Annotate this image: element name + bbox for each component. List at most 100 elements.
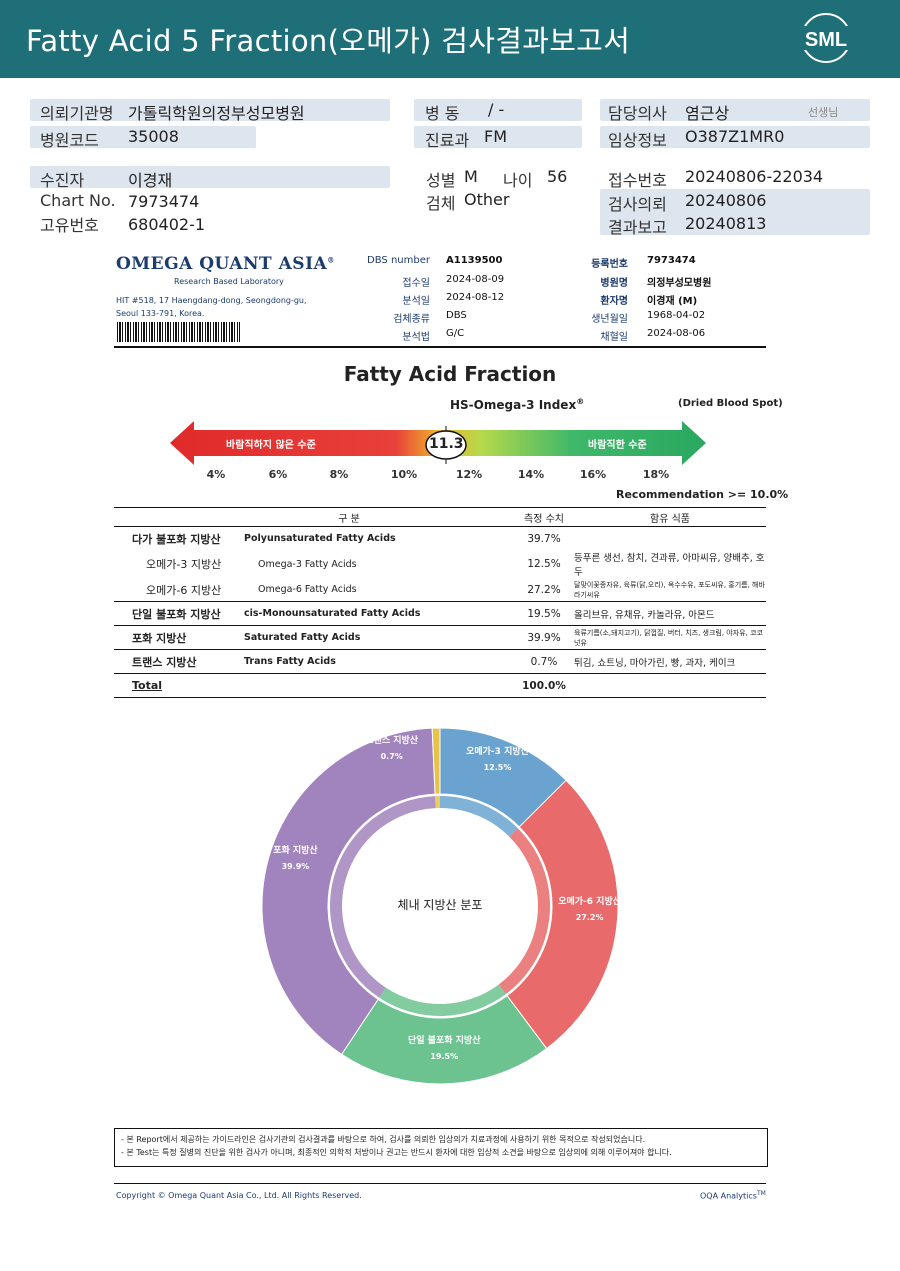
recv-label: 접수일 xyxy=(402,278,430,289)
index-tick: 10% xyxy=(390,468,418,481)
index-label: HS-Omega-3 Index® xyxy=(450,397,585,412)
logo-text: SML xyxy=(805,29,847,51)
total-value: 100.0% xyxy=(514,673,574,698)
index-tick: 12% xyxy=(455,468,483,481)
index-tick: 6% xyxy=(268,468,288,481)
draw-value: 2024-08-06 xyxy=(647,328,706,339)
donut-slice xyxy=(261,727,436,1056)
sex-label: 성별 xyxy=(426,171,456,190)
donut-inner-slice xyxy=(435,796,440,809)
code-value: 35008 xyxy=(128,127,179,146)
recommendation: Recommendation >= 10.0% xyxy=(616,488,789,501)
fraction-title: Fatty Acid Fraction xyxy=(343,362,557,386)
pt-value: 이경재 (M) xyxy=(647,296,698,307)
doctor-suffix: 선생님 xyxy=(808,106,839,119)
col-food: 함유 식품 xyxy=(574,507,766,527)
donut-inner-slice xyxy=(440,796,518,837)
table-header: 구 분 측정 수치 함유 식품 xyxy=(114,507,766,527)
disclaimer-2: - 본 Test는 특정 질병의 진단을 위한 검사가 아니며, 최종적인 의학… xyxy=(121,1148,672,1157)
donut-label-name: 트랜스 지방산 xyxy=(365,736,419,747)
row-value: 39.9% xyxy=(514,625,574,650)
specimen-label: 검체 xyxy=(426,194,456,213)
good-level-label: 바람직한 수준 xyxy=(588,440,647,451)
chart-label: Chart No. xyxy=(40,191,116,210)
method-value: G/C xyxy=(446,328,465,339)
chart-value: 7973474 xyxy=(128,192,200,211)
index-marker: 11.3 xyxy=(424,426,468,464)
donut-label: 포화 지방산 39.9% xyxy=(255,844,335,874)
inst-box xyxy=(30,99,390,121)
dbs-value: A1139500 xyxy=(446,255,503,266)
inst-label: 의뢰기관명 xyxy=(40,104,114,123)
clinical-box xyxy=(600,126,870,148)
row-category-ko: 오메가-3 지방산 xyxy=(146,558,222,571)
row-value: 19.5% xyxy=(514,601,574,626)
donut-title: 체내 지방산 분포 xyxy=(397,898,483,912)
index-tick: 14% xyxy=(517,468,545,481)
row-value: 12.5% xyxy=(527,558,561,570)
dept-box xyxy=(414,126,582,148)
donut-inner-slice xyxy=(498,828,550,995)
table-row: 다가 불포화 지방산 Polyunsaturated Fatty Acids 39.… xyxy=(114,526,766,550)
dept-value: FM xyxy=(484,127,508,146)
donut-inner-slice xyxy=(379,984,506,1016)
uid-label: 고유번호 xyxy=(40,216,99,235)
row-food: 육류기름(소,돼지고기), 닭껍질, 버터, 치즈, 생크림, 야자유, 코코넛… xyxy=(574,625,766,650)
anal-value: 2024-08-12 xyxy=(446,292,505,303)
recv-value: 2024-08-09 xyxy=(446,274,505,285)
doctor-value: 염근상 xyxy=(685,104,730,123)
ward-box xyxy=(414,99,582,121)
index-value: 11.3 xyxy=(428,436,464,452)
draw-label: 채혈일 xyxy=(600,332,628,343)
row-value: 39.7% xyxy=(514,526,574,550)
fatty-acid-donut-chart xyxy=(261,727,619,1085)
regno-value: 7973474 xyxy=(647,255,696,266)
age-label: 나이 xyxy=(503,171,533,190)
patient-box xyxy=(30,166,390,188)
footer-rule xyxy=(114,1183,766,1184)
ward-label: 병 동 xyxy=(425,104,460,123)
type-value: DBS xyxy=(446,310,467,321)
oqa-subtitle: Research Based Laboratory xyxy=(174,277,284,286)
dob-value: 1968-04-02 xyxy=(647,310,706,321)
donut-label-name: 포화 지방산 xyxy=(273,845,318,856)
table-row: 오메가-3 지방산 Omega-3 Fatty Acids 12.5% 등푸른 생선,… xyxy=(114,550,766,578)
doctor-label: 담당의사 xyxy=(608,104,667,123)
method-label: 분석법 xyxy=(402,332,430,343)
disclaimer-box: - 본 Report에서 제공하는 가이드라인은 검사기관의 검사결과를 바탕으… xyxy=(114,1128,768,1167)
row-value: 0.7% xyxy=(514,649,574,674)
donut-label-value: 0.7% xyxy=(380,752,403,762)
table-total-row: Total 100.0% xyxy=(114,673,766,698)
regno-label: 등록번호 xyxy=(591,259,628,270)
index-tick: 8% xyxy=(329,468,349,481)
donut-label-name: 오메가-3 지방산 xyxy=(466,747,529,758)
row-category-en: Omega-6 Fatty Acids xyxy=(258,584,357,595)
dbs-label: DBS number xyxy=(367,255,430,266)
dept-label: 진료과 xyxy=(425,131,470,150)
row-category-ko: 트랜스 지방산 xyxy=(114,649,244,674)
row-category-ko: 포화 지방산 xyxy=(114,625,244,650)
row-category-en: Polyunsaturated Fatty Acids xyxy=(244,526,514,550)
table-row: 포화 지방산 Saturated Fatty Acids 39.9% 육류기름(소,돼… xyxy=(114,625,766,650)
disclaimer-1: - 본 Report에서 제공하는 가이드라인은 검사기관의 검사결과를 바탕으… xyxy=(121,1135,646,1144)
table-row: 오메가-6 지방산 Omega-6 Fatty Acids 27.2% 달맞이꽃종자유… xyxy=(114,578,766,602)
dob-label: 생년월일 xyxy=(591,314,628,325)
donut-slice xyxy=(506,779,619,1050)
row-food: 달맞이꽃종자유, 육류(닭,오리), 옥수수유, 포도씨유, 홍기름, 해바라기… xyxy=(574,580,765,599)
reg-value: 20240806-22034 xyxy=(685,167,824,186)
row-food xyxy=(574,526,766,550)
fatty-acid-table: 구 분 측정 수치 함유 식품 다가 불포화 지방산 Polyunsaturate… xyxy=(114,507,766,698)
oqa-address: HIT #518, 17 Haengdang-dong, Seongdong-g… xyxy=(116,296,307,318)
specimen-value: Other xyxy=(464,190,510,209)
row-value: 27.2% xyxy=(527,583,561,596)
rep-label: 결과보고 xyxy=(608,218,667,237)
donut-label: 오메가-3 지방산 12.5% xyxy=(458,745,538,775)
donut-label-value: 12.5% xyxy=(483,763,512,773)
row-food: 등푸른 생선, 참치, 견과류, 아마씨유, 양배추, 호두 xyxy=(574,553,765,578)
report-header xyxy=(0,0,900,78)
row-category-ko: 오메가-6 지방산 xyxy=(146,583,222,597)
divider xyxy=(114,346,766,348)
report-title: Fatty Acid 5 Fraction(오메가) 검사결과보고서 xyxy=(26,24,631,58)
spot-label: (Dried Blood Spot) xyxy=(678,398,783,409)
donut-slice xyxy=(431,727,441,795)
